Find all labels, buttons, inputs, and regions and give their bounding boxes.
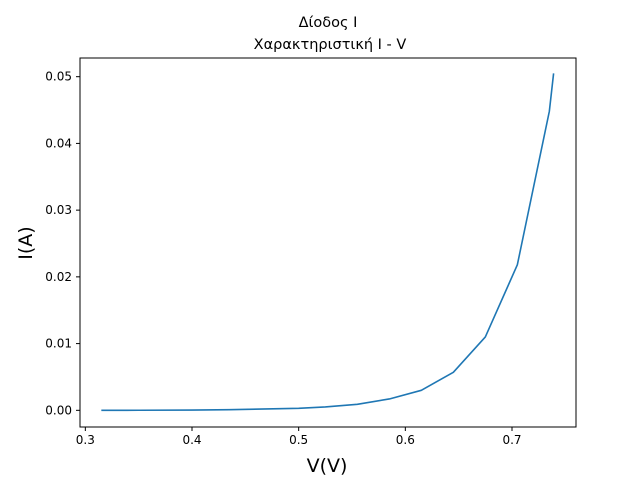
y-tick-label: 0.05 <box>45 70 72 84</box>
x-tick-label: 0.3 <box>76 433 95 447</box>
x-tick-label: 0.6 <box>396 433 415 447</box>
series-line <box>101 73 555 412</box>
ticks: 0.3 0.4 0.5 0.6 0.7 0.00 0.01 0.02 0.03 0.04 0.05 <box>45 70 521 447</box>
y-tick-label: 0.01 <box>45 337 72 351</box>
y-tick-label: 0.00 <box>45 403 72 417</box>
plot-area <box>101 73 555 412</box>
y-tick-label: 0.03 <box>45 203 72 217</box>
x-tick-label: 0.5 <box>289 433 308 447</box>
y-tick-label: 0.04 <box>45 136 72 150</box>
y-tick-label: 0.02 <box>45 270 72 284</box>
axes-frame <box>79 57 577 428</box>
x-axis-label: V(V) <box>307 455 348 477</box>
chart-title: Δίοδος I <box>299 15 358 31</box>
x-tick-label: 0.7 <box>502 433 521 447</box>
x-tick-label: 0.4 <box>182 433 201 447</box>
y-axis-label: I(A) <box>15 226 37 259</box>
chart-subtitle: Χαρακτηριστική I - V <box>254 37 407 53</box>
